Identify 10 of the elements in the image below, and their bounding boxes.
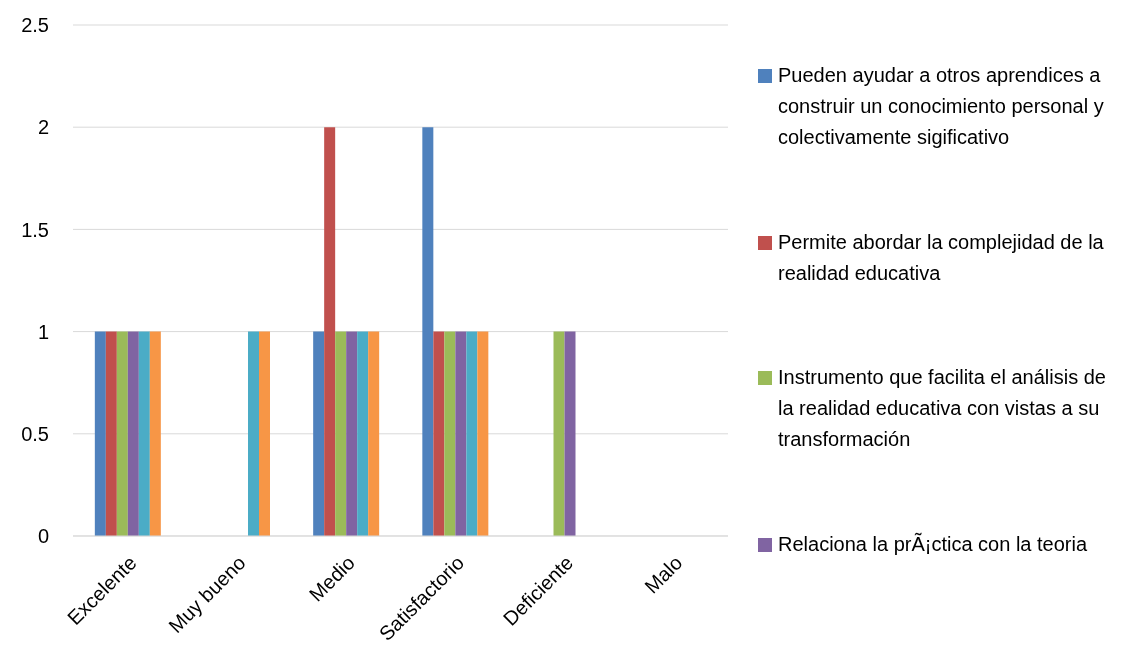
legend-label: Pueden ayudar a otros aprendices a construir un conocimiento personal y colectivamente sigificativo — [778, 63, 1105, 150]
legend-label: Relaciona la prÃ¡ctica con la teoria — [778, 531, 1089, 557]
y-tick-label: 0.5 — [21, 422, 49, 445]
legend-label: Instrumento que facilita el análisis de la realidad educativa con vistas a su transformación — [778, 365, 1107, 453]
y-tick-label: 0 — [37, 525, 49, 548]
y-tick-label: 1.5 — [21, 218, 49, 241]
y-tick-label: 2.5 — [21, 14, 49, 37]
y-tick-label: 2 — [37, 116, 49, 139]
y-tick-label: 1 — [37, 320, 49, 343]
legend-label: Permite abordar la complejidad de la realidad educativa — [778, 229, 1105, 286]
